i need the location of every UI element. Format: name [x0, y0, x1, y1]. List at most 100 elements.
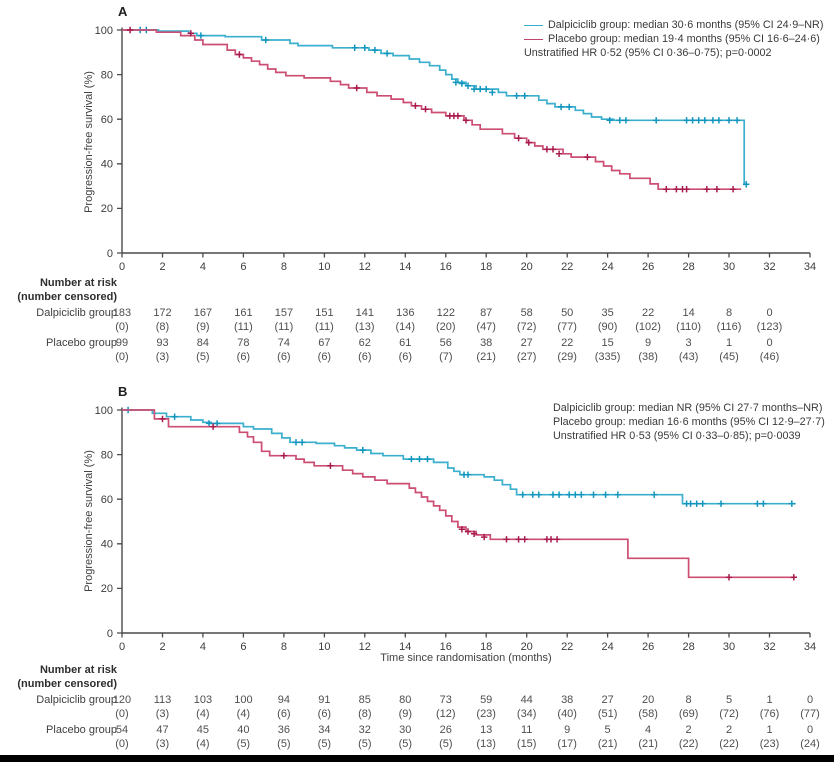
- risk-censored-count: (6): [317, 351, 332, 363]
- risk-row-label: Dalpiciclib group: [36, 307, 117, 319]
- x-tick-label: 2: [159, 261, 165, 273]
- risk-count: 78: [237, 337, 250, 349]
- risk-count: 0: [766, 307, 773, 319]
- risk-censored-count: (24): [800, 738, 820, 750]
- x-tick-label: 18: [480, 261, 492, 273]
- risk-censored-count: (4): [196, 738, 210, 750]
- risk-censored-count: (21): [638, 738, 658, 750]
- risk-header-line1: Number at risk: [39, 277, 117, 289]
- risk-censored-count: (7): [439, 351, 453, 363]
- x-tick-label: 10: [318, 261, 330, 273]
- risk-count: 99: [115, 337, 129, 349]
- tick-marks: [117, 29, 811, 258]
- risk-censored-count: (40): [557, 708, 577, 720]
- x-tick-label: 34: [804, 641, 816, 653]
- risk-count: 2: [725, 724, 733, 736]
- risk-censored-count: (72): [719, 708, 739, 720]
- risk-censored-count: (23): [759, 738, 780, 750]
- legend-entry-text: Placebo group: median 19·4 months (95% C…: [548, 32, 820, 45]
- risk-censored-count: (3): [155, 738, 170, 750]
- x-tick-label: 8: [281, 261, 287, 273]
- risk-censored-count: (5): [358, 738, 372, 750]
- risk-header-line2: (number censored): [17, 291, 117, 303]
- risk-count: 172: [153, 307, 172, 319]
- panel-a-label: A: [118, 4, 128, 19]
- risk-count: 0: [766, 337, 773, 349]
- risk-count: 157: [274, 307, 294, 319]
- risk-count: 122: [436, 307, 455, 319]
- x-tick-label: 4: [200, 261, 206, 273]
- risk-count: 40: [237, 724, 250, 736]
- x-tick-label: 16: [440, 261, 452, 273]
- x-tick-label: 12: [359, 641, 371, 653]
- x-tick-label: 6: [240, 261, 246, 273]
- risk-censored-count: (9): [398, 708, 413, 720]
- risk-count: 9: [564, 724, 571, 736]
- risk-count: 151: [315, 307, 334, 319]
- risk-censored-count: (21): [597, 738, 618, 750]
- risk-count: 113: [153, 694, 172, 706]
- risk-censored-count: (8): [155, 321, 170, 333]
- x-tick-label: 20: [521, 261, 533, 273]
- risk-censored-count: (76): [759, 708, 780, 720]
- survival-curve: [122, 29, 742, 191]
- y-tick-label: 60: [101, 114, 113, 126]
- x-tick-label: 10: [318, 641, 330, 653]
- risk-count: 22: [641, 307, 655, 319]
- risk-censored-count: (34): [516, 708, 537, 720]
- y-tick-label: 100: [95, 405, 113, 417]
- risk-row-label: Placebo group: [46, 724, 117, 736]
- legend-b: Dalpiciclib group: median NR (95% CI 27·…: [553, 402, 825, 443]
- risk-censored-count: (46): [759, 351, 780, 363]
- risk-count: 32: [358, 724, 371, 736]
- x-tick-label: 18: [480, 641, 492, 653]
- risk-censored-count: (47): [476, 321, 496, 333]
- risk-count: 15: [601, 337, 614, 349]
- risk-censored-count: (27): [516, 351, 537, 363]
- risk-censored-count: (38): [638, 351, 658, 363]
- risk-censored-count: (6): [358, 351, 372, 363]
- risk-censored-count: (116): [716, 321, 742, 333]
- legend-entry: Unstratified HR 0·52 (95% CI 0·36–0·75);…: [524, 47, 823, 61]
- x-tick-label: 6: [240, 641, 246, 653]
- panel-b-label: B: [118, 384, 128, 399]
- risk-count: 8: [685, 694, 692, 706]
- risk-count: 5: [604, 724, 611, 736]
- survival-curve: [122, 409, 796, 505]
- risk-count: 34: [318, 724, 331, 736]
- y-tick-label: 0: [107, 628, 113, 640]
- risk-censored-count: (0): [115, 321, 129, 333]
- x-tick-label: 22: [561, 261, 573, 273]
- legend-entry: Unstratified HR 0·53 (95% CI 0·33–0·85);…: [553, 430, 825, 444]
- risk-count: 38: [561, 694, 574, 706]
- tick-marks: [117, 409, 811, 638]
- risk-censored-count: (11): [274, 321, 294, 333]
- x-tick-label: 30: [723, 261, 735, 273]
- risk-count: 59: [480, 694, 493, 706]
- y-tick-label: 20: [101, 583, 113, 595]
- risk-count: 20: [641, 694, 655, 706]
- risk-censored-count: (6): [317, 708, 332, 720]
- risk-count: 11: [520, 724, 533, 736]
- risk-censored-count: (6): [398, 351, 413, 363]
- risk-censored-count: (23): [476, 708, 496, 720]
- risk-count: 13: [480, 724, 493, 736]
- x-tick-label: 32: [763, 261, 775, 273]
- risk-censored-count: (90): [597, 321, 618, 333]
- risk-censored-count: (58): [638, 708, 658, 720]
- x-tick-label: 0: [119, 641, 125, 653]
- risk-row-label: Dalpiciclib group: [36, 694, 117, 706]
- risk-count: 74: [277, 337, 291, 349]
- risk-censored-count: (110): [676, 321, 702, 333]
- risk-censored-count: (72): [516, 321, 537, 333]
- km-chart-b: 0 2 4 6 8 10 12 14 16 18 20 22 24 26 28 30 32 34020406080…: [95, 405, 816, 653]
- risk-count: 14: [682, 307, 695, 319]
- risk-censored-count: (6): [236, 351, 251, 363]
- risk-count: 80: [399, 694, 412, 706]
- censor-marks: [126, 26, 737, 193]
- legend-entry-text: Dalpiciclib group: median 30·6 months (9…: [548, 19, 824, 31]
- risk-censored-count: (13): [355, 321, 375, 333]
- x-tick-label: 24: [601, 641, 613, 653]
- risk-censored-count: (0): [115, 351, 129, 363]
